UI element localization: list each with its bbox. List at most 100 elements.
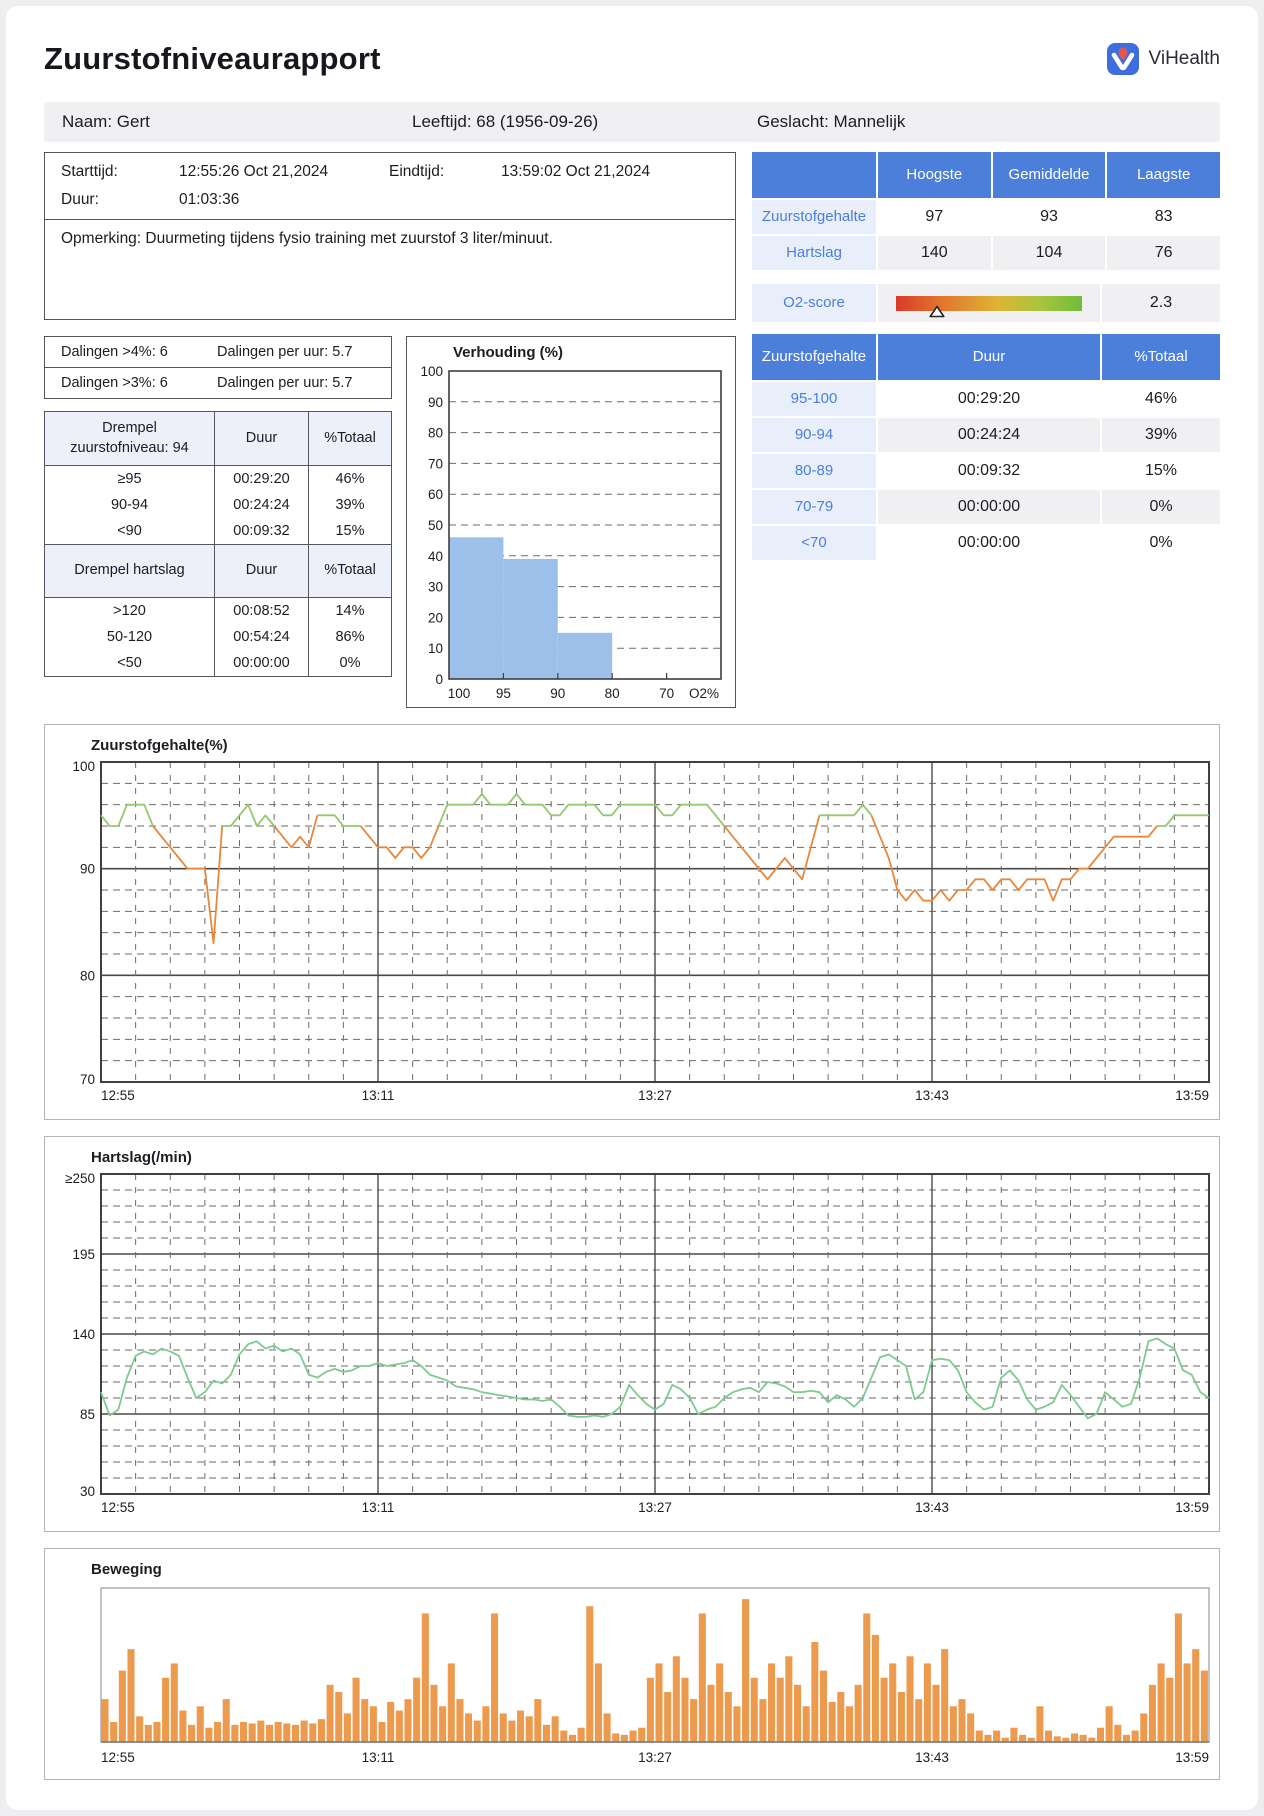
vihealth-logo-icon [1106,42,1140,76]
end-value: 13:59:02 Oct 21,2024 [501,163,651,180]
svg-text:20: 20 [428,610,443,625]
svg-text:13:27: 13:27 [638,1750,672,1765]
drempel-table: Drempel zuurstofniveau: 94 Duur %Totaal … [44,411,392,678]
spo2-chart: 100 90 80 70 12:55 13:11 13:27 13:43 13:59 [72,759,1210,1103]
table-cell: 0% [1102,490,1220,524]
drempel-hr-rows: >120 00:08:52 14% 50-120 00:54:24 86% <50 00:00… [45,598,391,677]
table-cell: 70-79 [752,490,876,524]
svg-text:95: 95 [496,686,511,701]
stats-header-laagste: Laagste [1107,152,1220,198]
svg-text:13:59: 13:59 [1175,1088,1209,1103]
svg-text:10: 10 [428,641,443,656]
range-header-duur: Duur [878,334,1100,380]
stats-table: Hoogste Gemiddelde Laagste [752,152,1220,198]
table-cell: 90-94 [752,418,876,452]
table-cell: 0% [339,655,361,672]
dalingen-4pct: Dalingen >4%: 6 [61,344,168,360]
table-cell: 15% [335,523,365,540]
svg-text:13:59: 13:59 [1175,1750,1209,1765]
duur-header-2: Duur [215,545,309,598]
svg-text:50: 50 [428,518,443,533]
table-cell: 00:29:20 [215,466,309,493]
svg-text:195: 195 [72,1247,95,1262]
patient-gender: Geslacht: Mannelijk [757,112,906,131]
svg-text:13:59: 13:59 [1175,1500,1209,1515]
table-cell: 39% [1102,418,1220,452]
table-cell: 0% [1102,526,1220,560]
totaal-header: %Totaal [324,429,376,446]
svg-text:100: 100 [420,364,443,379]
spo2-chart-box: Zuurstofgehalte(%) 100 90 80 70 12:55 13:11 13… [44,724,1220,1120]
table-cell: ≥95 [45,466,215,493]
o2-gradient-bar [896,295,1082,311]
table-cell: 39% [335,497,365,514]
table-cell: 00:24:24 [215,492,309,519]
remark: Opmerking: Duurmeting tijdens fysio trai… [45,219,735,258]
dalingen-box: Dalingen >4%: 6 Dalingen per uur: 5.7 Da… [44,336,392,399]
table-cell: 93 [992,200,1106,234]
table-cell: 15% [1102,454,1220,488]
svg-text:13:27: 13:27 [638,1500,672,1515]
svg-text:80: 80 [80,968,95,983]
start-label: Starttijd: [61,163,118,180]
svg-text:13:43: 13:43 [915,1750,949,1765]
table-cell: <70 [752,526,876,560]
drempel-spo2-header: Drempel zuurstofniveau: 94 [45,412,215,466]
svg-text:40: 40 [428,549,443,564]
svg-text:13:11: 13:11 [362,1750,395,1765]
stats-header-gemiddelde: Gemiddelde [992,152,1106,198]
o2-score-scale [878,284,1100,322]
o2-score-value: 2.3 [1102,284,1220,322]
svg-text:13:43: 13:43 [915,1500,949,1515]
session-info-box: Starttijd: 12:55:26 Oct 21,2024 Eindtijd… [44,152,736,320]
table-cell: 86% [335,629,365,646]
table-cell: 46% [1102,382,1220,416]
svg-text:12:55: 12:55 [101,1088,135,1103]
table-cell: Zuurstofgehalte [752,200,876,234]
page-title: Zuurstofniveaurapport [44,41,381,76]
svg-text:12:55: 12:55 [101,1750,135,1765]
table-cell: 00:00:00 [878,526,1100,560]
table-cell: 00:54:24 [215,624,309,651]
patient-name: Naam: Gert [62,112,150,131]
table-cell: 14% [335,603,365,620]
svg-text:12:55: 12:55 [101,1500,135,1515]
range-table-rows: 95-100 00:29:20 46% 90-94 00:24:24 39% 80-89 00… [752,382,1220,560]
hr-chart-box: Hartslag(/min) ≥250 195 140 85 30 12:55 13:11 1… [44,1136,1220,1532]
o2-score-row: O2-score 2.3 [752,284,1220,322]
svg-text:13:27: 13:27 [638,1088,672,1103]
svg-text:13:11: 13:11 [362,1500,395,1515]
totaal-header-2: %Totaal [324,562,376,579]
svg-text:30: 30 [428,580,443,595]
svg-text:60: 60 [428,487,443,502]
report-page: Zuurstofniveaurapport ViHealth Naam: Ger… [6,6,1258,1810]
right-column: Hoogste Gemiddelde Laagste Zuurstofgehal… [752,152,1220,708]
table-cell: 00:24:24 [878,418,1100,452]
brand: ViHealth [1106,42,1220,76]
svg-text:0: 0 [435,672,443,687]
svg-text:70: 70 [80,1072,95,1087]
report-header: Zuurstofniveaurapport ViHealth [44,28,1220,90]
svg-text:30: 30 [80,1484,95,1499]
table-cell: 83 [1107,200,1220,234]
svg-text:13:11: 13:11 [362,1088,395,1103]
table-cell: 104 [992,236,1106,270]
table-cell: 46% [335,471,365,488]
patient-age: Leeftijd: 68 (1956-09-26) [412,112,599,131]
svg-text:70: 70 [428,456,443,471]
table-cell: 95-100 [752,382,876,416]
verhouding-histogram-box: Verhouding (%) 0 10 20 30 40 50 60 70 80 90 100 100 9… [406,336,736,708]
table-cell: >120 [45,598,215,625]
svg-text:80: 80 [428,426,443,441]
svg-text:100: 100 [448,686,471,701]
o2-marker [929,305,945,318]
hr-chart-title: Hartslag(/min) [91,1149,192,1166]
table-cell: 140 [878,236,991,270]
table-cell: <90 [45,518,215,545]
stats-header-hoogste: Hoogste [878,152,991,198]
range-header-spo2: Zuurstofgehalte [752,334,876,380]
o2-score-label: O2-score [752,284,876,322]
svg-text:90: 90 [80,862,95,877]
table-cell: 97 [878,200,991,234]
duur-header: Duur [215,412,309,466]
